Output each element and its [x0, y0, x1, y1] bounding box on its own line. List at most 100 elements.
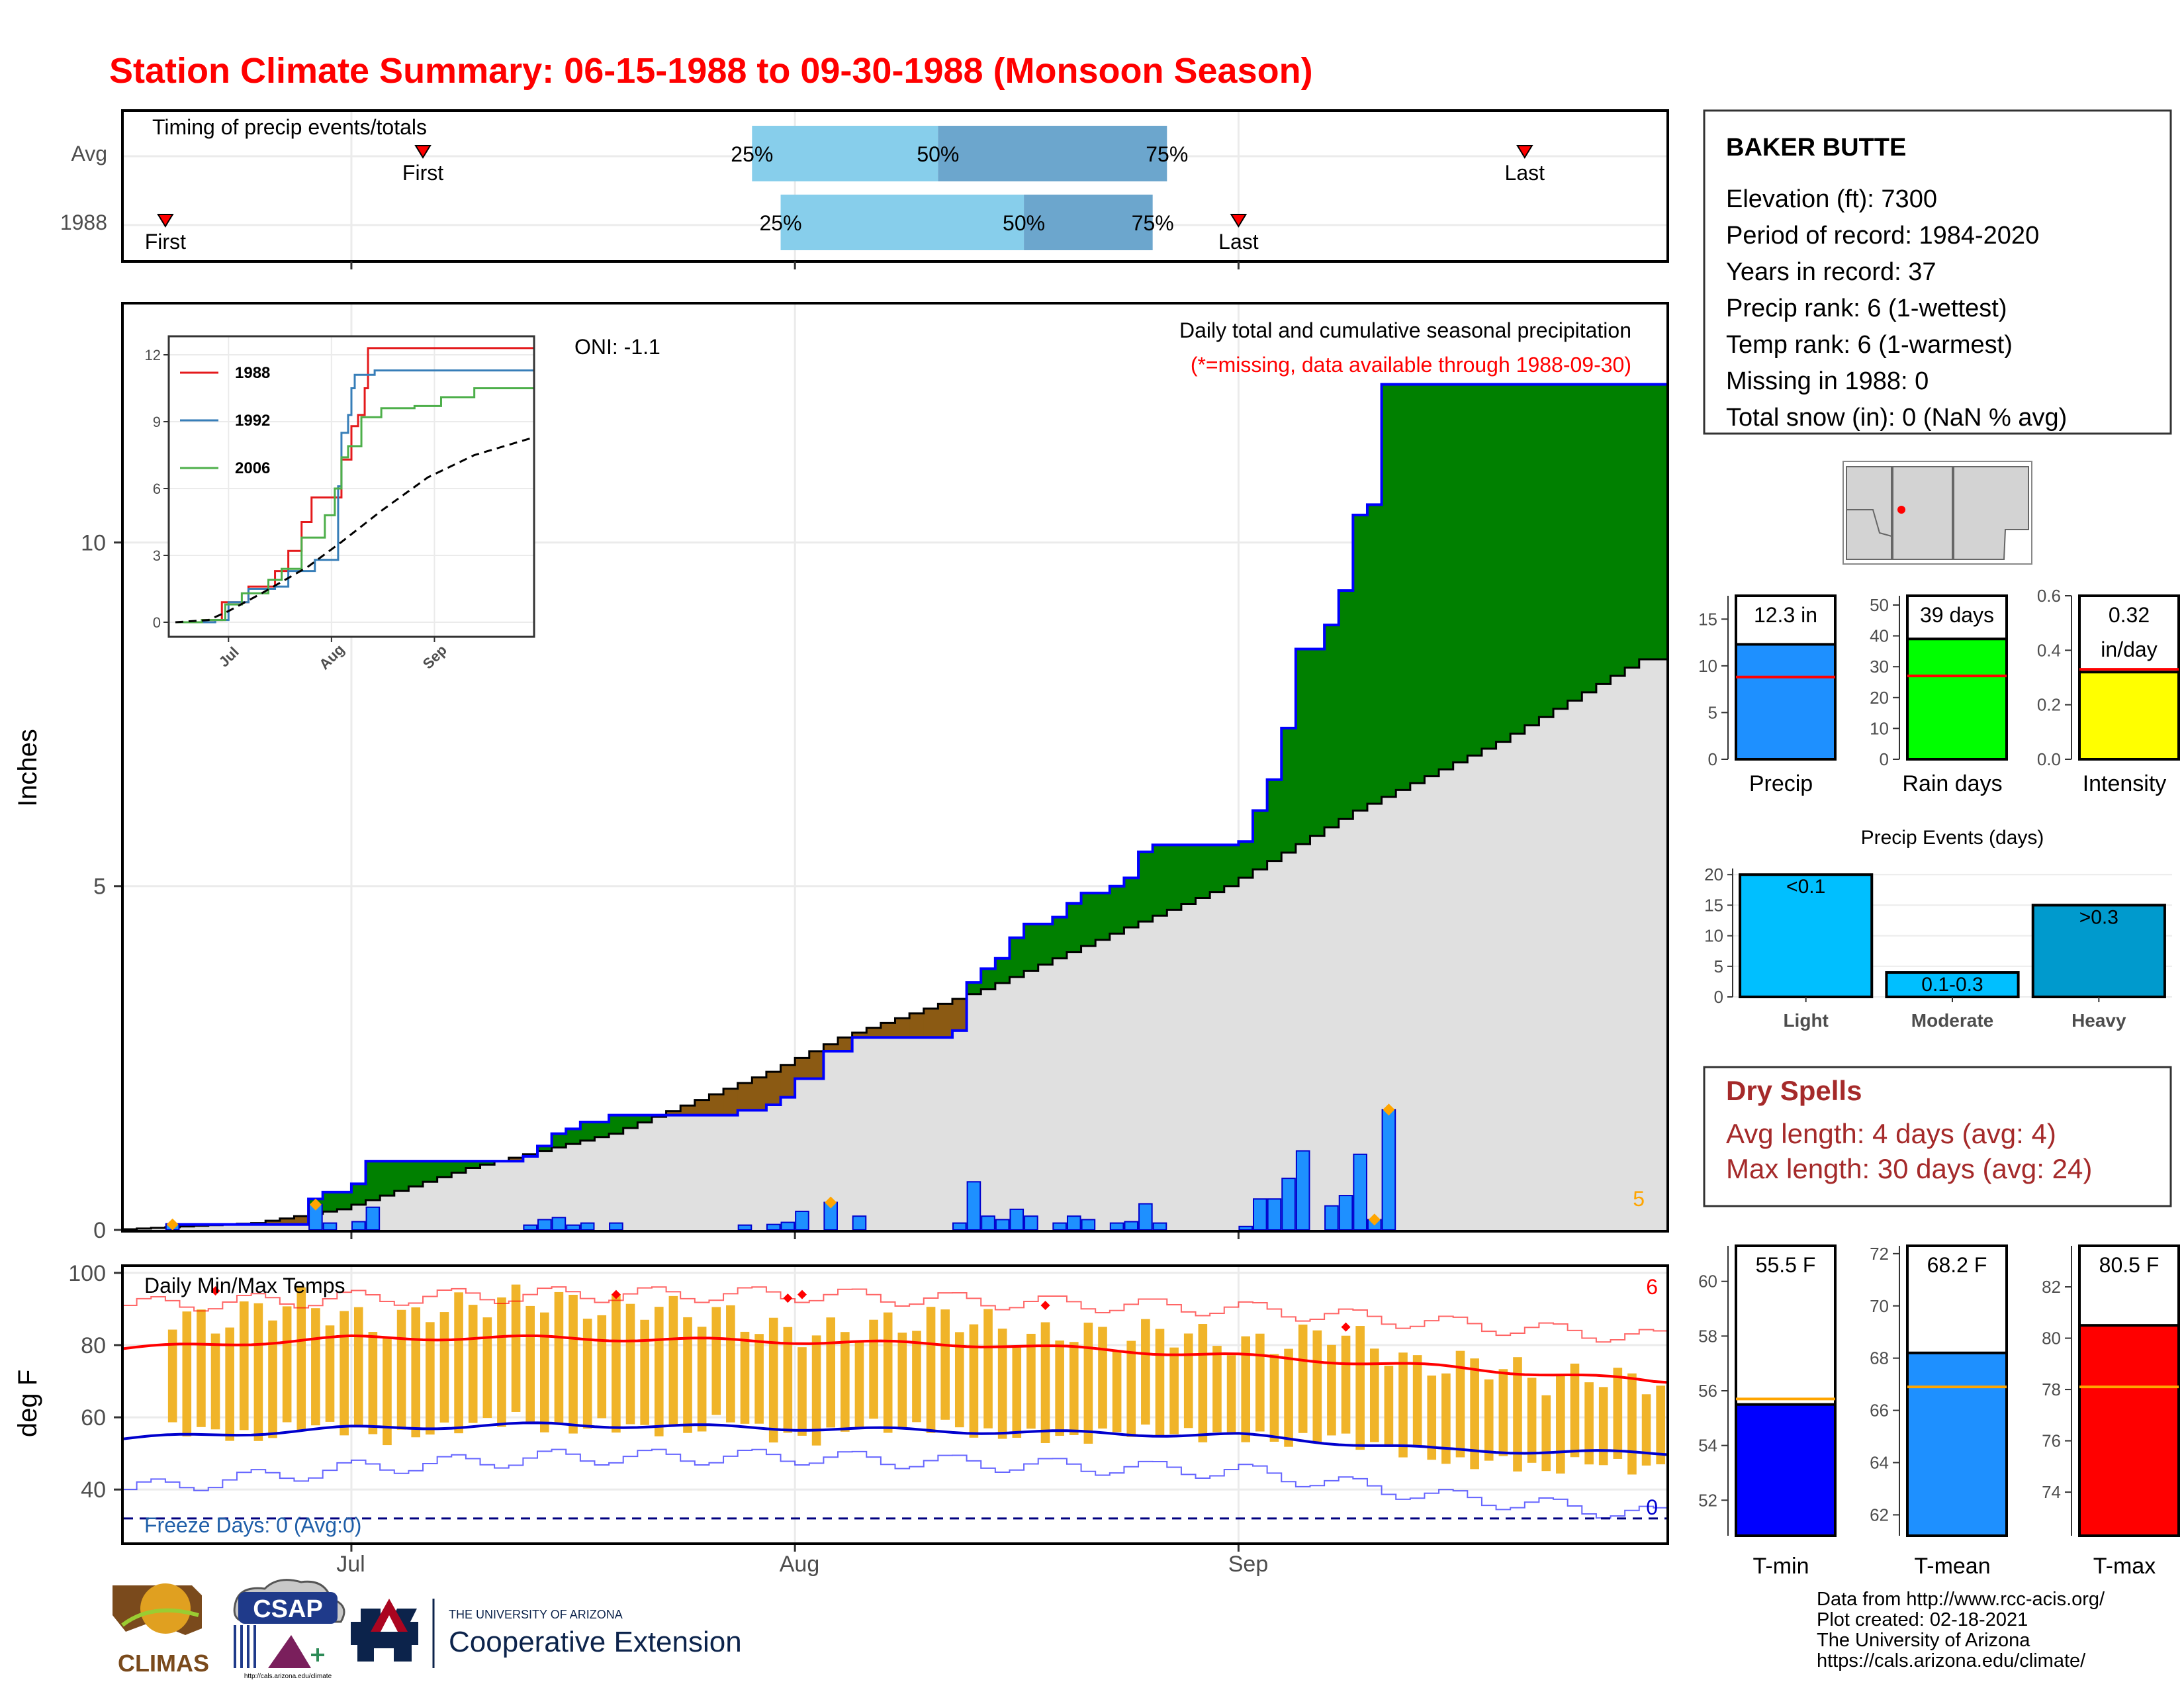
precip-y-tick-label: 0 — [93, 1218, 106, 1243]
daily-temp-range-bar — [640, 1319, 649, 1425]
daily-precip-bar — [1124, 1221, 1139, 1231]
above-average-fill — [351, 1184, 367, 1205]
timing-avg-last-label: Last — [1505, 161, 1545, 185]
daily-temp-range-bar — [1498, 1369, 1508, 1456]
intensity-y-tick-label: 0.4 — [2037, 640, 2061, 660]
tmean-bar — [1906, 1351, 2008, 1538]
tmin-y-tick-label: 52 — [1698, 1490, 1717, 1510]
daily-temp-range-bar — [612, 1293, 621, 1433]
above-average-fill — [480, 1161, 495, 1165]
precip-caption: Daily total and cumulative seasonal prec… — [1179, 318, 1631, 342]
above-average-fill — [1338, 590, 1353, 820]
daily-precip-bar — [322, 1222, 338, 1231]
above-average-fill — [609, 1115, 624, 1134]
daily-temp-range-bar — [926, 1307, 936, 1433]
above-average-fill — [1238, 841, 1253, 878]
timing-row-label-year: 1988 — [60, 211, 107, 234]
missing-data-note: (*=missing, data available through 1988-… — [1191, 353, 1631, 377]
daily-temp-range-bar — [1284, 1348, 1293, 1447]
daily-precip-bar — [1066, 1215, 1081, 1231]
daily-precip-bar — [766, 1223, 781, 1231]
precip-events-chart: 0 5 10 15 20 <0.1 Light 0.1-0.3 Moderate >0.3 Heav… — [1704, 865, 2172, 1031]
intensity-y-tick-label: 0.2 — [2037, 695, 2061, 715]
daily-temp-range-bar — [1040, 1322, 1050, 1443]
daily-precip-bar — [1138, 1203, 1153, 1231]
dry-spells-avg: Avg length: 4 days (avg: 4) — [1726, 1118, 2056, 1149]
event-bar-light — [1739, 873, 1874, 998]
station-location-dot — [1897, 506, 1905, 514]
above-average-fill — [423, 1161, 438, 1182]
footer-credits: Data from http://www.rcc-acis.org/ Plot … — [1817, 1589, 2105, 1671]
above-average-fill — [537, 1146, 553, 1151]
above-average-fill — [1610, 384, 1625, 676]
daily-temp-range-bar — [940, 1309, 950, 1420]
daily-temp-range-bar — [282, 1306, 292, 1423]
record-day-marker — [825, 1196, 837, 1209]
events-y-tick-label: 15 — [1704, 895, 1723, 915]
above-average-fill — [1124, 878, 1139, 928]
daily-temp-range-bar — [426, 1322, 435, 1435]
intensity-y-tick-label: 0.6 — [2037, 586, 2061, 606]
daily-temp-range-bar — [197, 1309, 206, 1427]
precip-total-bar — [1735, 643, 1837, 761]
below-average-fill — [809, 1051, 824, 1079]
daily-precip-bar — [1338, 1195, 1353, 1231]
daily-precip-bar — [1281, 1178, 1296, 1231]
tmax-bar-xlabel: T-max — [2093, 1554, 2156, 1579]
rain-days-y-tick-label: 20 — [1870, 688, 1889, 708]
below-average-fill — [938, 1004, 953, 1038]
daily-temp-range-bar — [1141, 1319, 1150, 1425]
tmean-y-tick-label: 72 — [1870, 1244, 1889, 1264]
daily-temp-range-bar — [1541, 1395, 1551, 1472]
event-bar-label: 0.1-0.3 — [1921, 974, 1983, 996]
record-high-marker — [783, 1293, 793, 1303]
station-line: Temp rank: 6 (1-warmest) — [1726, 331, 2013, 359]
daily-precip-bar — [1238, 1225, 1253, 1231]
inset-y-tick-label: 0 — [153, 614, 161, 631]
timing-panel: Timing of precip events/totals Avg 1988 … — [60, 109, 1669, 269]
daily-precip-bar — [1052, 1222, 1067, 1231]
daily-temp-range-bar — [167, 1329, 177, 1423]
record-min-temp-line — [122, 1448, 1668, 1519]
inset-y-tick-label: 3 — [153, 547, 161, 564]
daily-temp-range-bar — [1627, 1373, 1637, 1475]
daily-temp-range-bar — [1412, 1355, 1422, 1447]
above-average-fill — [1639, 384, 1654, 660]
inset-series-1992 — [175, 369, 534, 624]
timing-year-p50-label: 50% — [1003, 211, 1045, 235]
daily-temp-range-bar — [668, 1295, 678, 1425]
tmax-y-tick-label: 80 — [2042, 1329, 2061, 1348]
daily-temp-range-bar — [826, 1317, 836, 1428]
daily-temp-range-bar — [797, 1347, 807, 1436]
events-y-tick-label: 20 — [1704, 865, 1723, 884]
daily-temp-range-bar — [1598, 1387, 1608, 1466]
intensity-bar — [2078, 671, 2180, 761]
ua-logo: THE UNIVERSITY OF ARIZONA Cooperative Ex… — [351, 1599, 742, 1668]
below-average-fill — [866, 1027, 882, 1038]
daily-temp-range-bar — [511, 1284, 521, 1412]
intensity-value-label: in/day — [2101, 637, 2157, 661]
above-average-fill — [1210, 845, 1225, 892]
tmax-y-tick-label: 74 — [2042, 1482, 2061, 1502]
daily-temp-range-bar — [268, 1320, 277, 1438]
below-average-fill — [780, 1064, 796, 1098]
above-average-fill — [1439, 384, 1454, 770]
record-day-marker — [309, 1198, 322, 1211]
above-average-fill — [465, 1161, 481, 1168]
events-title: Precip Events (days) — [1861, 827, 2044, 849]
daily-precip-bar — [365, 1206, 381, 1231]
above-average-fill — [1295, 649, 1311, 845]
timing-year-bar-25-50 — [780, 195, 1024, 250]
precip-total-y-tick-label: 5 — [1708, 702, 1717, 722]
above-average-fill — [1367, 504, 1383, 804]
below-average-fill — [795, 1058, 810, 1079]
below-average-fill — [823, 1044, 839, 1051]
daily-temp-range-bar — [883, 1312, 893, 1433]
above-average-fill — [1138, 851, 1154, 922]
daily-temp-range-bar — [1384, 1366, 1394, 1447]
daily-temp-range-bar — [353, 1307, 363, 1428]
precip-total-y-tick-label: 15 — [1698, 609, 1717, 629]
daily-temp-range-bar — [582, 1319, 592, 1429]
oni-label: ONI: -1.1 — [574, 335, 660, 359]
